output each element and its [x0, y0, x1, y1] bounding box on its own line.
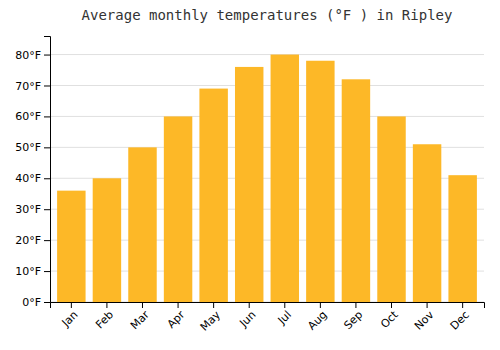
x-tick: Sep [341, 302, 365, 332]
y-tick-label: 10°F [15, 265, 41, 278]
bars [57, 55, 477, 302]
grid [50, 55, 484, 302]
y-tick: 0°F [22, 296, 50, 309]
y-tick-mark [44, 240, 50, 241]
y-tick-label: 30°F [15, 203, 41, 216]
x-tick-label: Apr [165, 308, 188, 331]
x-tick: Oct [378, 302, 401, 331]
bar [377, 116, 405, 302]
y-tick: 70°F [15, 80, 50, 93]
y-tick: 20°F [15, 234, 50, 247]
bar [342, 79, 370, 302]
y-tick: 80°F [15, 49, 50, 62]
x-tick: Jun [236, 302, 258, 330]
x-tick-label: May [198, 308, 224, 334]
x-axis: Jan Feb Mar Apr May Jun Jul Aug Sep Oct Nov Dec [51, 302, 485, 334]
x-tick-label: Oct [378, 308, 401, 331]
y-tick: 30°F [15, 203, 50, 216]
x-tick-label: Jan [59, 308, 81, 330]
x-tick-mark [355, 302, 356, 308]
y-tick-mark [44, 302, 50, 303]
bar [448, 175, 476, 302]
x-tick: Aug [305, 302, 329, 333]
y-tick-label: 20°F [15, 234, 41, 247]
x-tick-label: Mar [128, 308, 152, 332]
y-tick-mark [44, 271, 50, 272]
grid-line [50, 116, 484, 117]
x-tick-label: Aug [305, 308, 329, 332]
bar [128, 147, 156, 302]
bar [164, 116, 192, 302]
x-tick: Jan [59, 302, 81, 330]
x-tick-label: Jun [236, 308, 258, 330]
x-tick-mark [427, 302, 428, 308]
y-tick-label: 80°F [15, 49, 41, 62]
x-tick: Mar [128, 302, 152, 332]
bar [306, 61, 334, 302]
y-tick-mark [44, 209, 50, 210]
x-tick: Jul [275, 302, 294, 328]
x-tick-mark [178, 302, 179, 308]
x-tick-mark [142, 302, 143, 308]
x-tick: Feb [93, 302, 116, 331]
y-tick: 60°F [15, 110, 50, 123]
grid-line [50, 54, 484, 55]
y-tick: 50°F [15, 141, 50, 154]
y-tick-label: 50°F [15, 141, 41, 154]
x-axis-line [51, 303, 485, 309]
y-axis: 0°F 10°F 20°F 30°F 40°F 50°F 60°F 70°F 80°F [15, 37, 50, 310]
x-tick-mark [462, 302, 463, 308]
x-tick-label: Jul [275, 308, 294, 327]
x-tick: May [198, 302, 224, 334]
y-tick-mark [44, 178, 50, 179]
chart-container: 0°F 10°F 20°F 30°F 40°F 50°F 60°F 70°F 80°F Jan Fe… [0, 0, 500, 350]
x-tick-mark [213, 302, 214, 308]
x-tick: Dec [448, 302, 472, 333]
grid-line [50, 85, 484, 86]
bar [413, 144, 441, 302]
x-tick-mark [320, 302, 321, 308]
x-tick-label: Nov [412, 308, 437, 333]
bar [199, 89, 227, 302]
x-tick-label: Sep [341, 308, 365, 332]
y-tick-label: 60°F [15, 110, 41, 123]
y-tick-label: 70°F [15, 80, 41, 93]
y-tick-label: 40°F [15, 172, 41, 185]
x-tick-mark [106, 302, 107, 308]
y-tick-mark [44, 85, 50, 86]
chart-svg: 0°F 10°F 20°F 30°F 40°F 50°F 60°F 70°F 80°F Jan Fe… [0, 0, 500, 350]
x-tick-mark [249, 302, 250, 308]
x-tick-mark [71, 302, 72, 308]
y-tick-label: 0°F [22, 296, 41, 309]
bar [57, 191, 85, 302]
y-tick-mark [44, 116, 50, 117]
y-tick-mark [44, 147, 50, 148]
x-tick-mark [284, 302, 285, 308]
x-tick: Apr [165, 302, 188, 331]
bar [235, 67, 263, 302]
x-tick: Nov [412, 302, 437, 333]
x-tick-mark [391, 302, 392, 308]
x-tick-label: Dec [448, 308, 472, 332]
y-axis-line [44, 37, 51, 303]
x-tick-label: Feb [93, 308, 116, 331]
chart-title: Average monthly temperatures (°F ) in Ri… [82, 7, 453, 23]
y-tick: 10°F [15, 265, 50, 278]
bar [271, 55, 299, 302]
bar [93, 178, 121, 302]
y-tick-mark [44, 55, 50, 56]
y-tick: 40°F [15, 172, 50, 185]
